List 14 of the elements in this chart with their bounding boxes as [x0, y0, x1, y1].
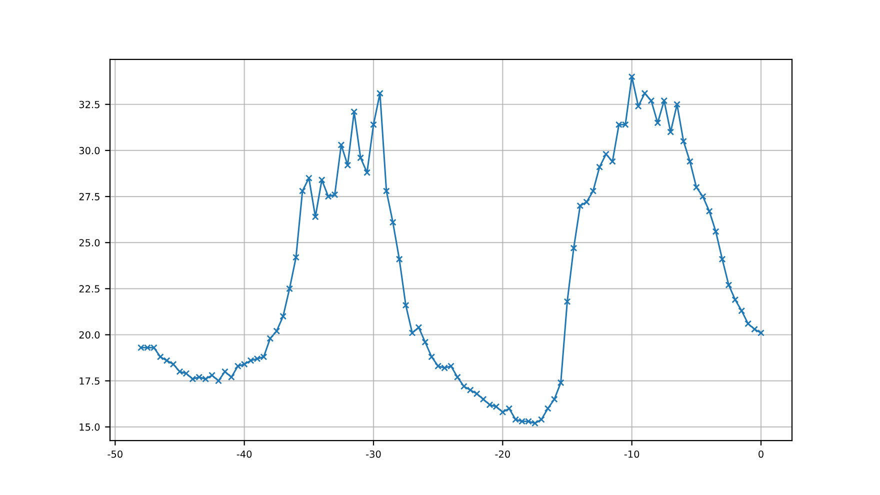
- y-tick-label: 17.5: [80, 377, 100, 385]
- y-tick-label: 15.0: [80, 423, 100, 431]
- y-tick-label: 30.0: [79, 146, 100, 154]
- x-tick-label: -30: [366, 450, 381, 458]
- x-tick-label: -10: [624, 450, 640, 458]
- x-tick-label: -50: [108, 450, 122, 458]
- y-tick-label: 22.5: [79, 285, 100, 293]
- y-tick-label: 27.5: [79, 193, 100, 200]
- x-tick-label: -20: [495, 450, 510, 458]
- y-tick-label: 25.0: [79, 239, 100, 246]
- x-tick-label: 0: [758, 450, 764, 458]
- y-tick-label: 32.5: [79, 100, 100, 108]
- x-tick-label: -40: [236, 450, 252, 458]
- y-tick-label: 20.0: [79, 331, 100, 339]
